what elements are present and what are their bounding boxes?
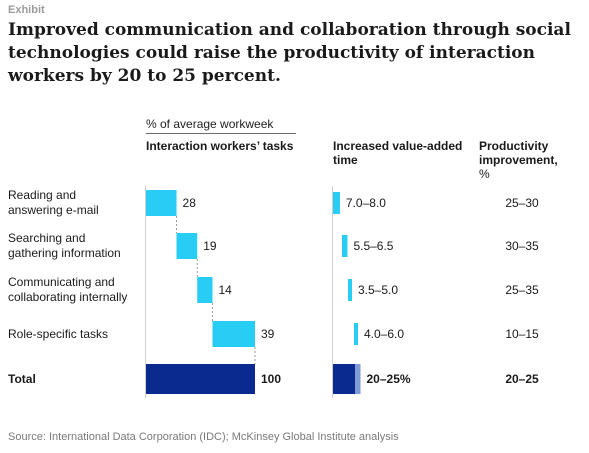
- subheader-rule: [146, 133, 296, 134]
- value-added-label: 7.0–8.0: [345, 196, 386, 210]
- value-added-label: 5.5–6.5: [353, 239, 394, 253]
- value-added-label: 4.0–6.0: [364, 327, 405, 341]
- exhibit-label: Exhibit: [8, 4, 45, 16]
- row-label: Searching and gathering information: [8, 231, 121, 261]
- column-header-tasks: Interaction workers’ tasks: [146, 139, 294, 153]
- row-label-line: answering e-mail: [8, 203, 99, 217]
- row-label-line: gathering information: [8, 246, 121, 260]
- value-added-bar: [348, 279, 352, 301]
- source-note: Source: International Data Corporation (…: [8, 431, 399, 443]
- value-added-bar: [333, 192, 340, 214]
- task-value-label: 14: [218, 283, 232, 297]
- tasks-axis-line: [145, 186, 146, 398]
- productivity-label: 20–25: [505, 372, 539, 386]
- value-added-bar: [354, 323, 358, 345]
- value-added-total-range: [355, 364, 361, 394]
- value-axis-line: [332, 186, 333, 398]
- row-label: Reading and answering e-mail: [8, 188, 99, 218]
- task-bar: [212, 321, 255, 347]
- chart-title: Improved communication and collaboration…: [8, 20, 571, 86]
- column-header-productivity-unit: %: [479, 167, 490, 181]
- task-value-label: 28: [182, 196, 196, 210]
- row-label-line: Communicating and: [8, 275, 115, 289]
- task-value-label: 100: [261, 372, 282, 386]
- value-added-total-bar: [333, 364, 355, 394]
- row-label: Total: [8, 372, 36, 387]
- row-label-line: Reading and: [8, 188, 77, 202]
- row-label-line: Searching and: [8, 231, 86, 245]
- total-bar: [146, 364, 255, 394]
- productivity-label: 30–35: [505, 239, 539, 253]
- productivity-label: 25–35: [505, 283, 539, 297]
- productivity-label: 25–30: [505, 196, 539, 210]
- row-label: Communicating and collaborating internall…: [8, 275, 127, 305]
- task-bar: [176, 233, 198, 259]
- task-value-label: 39: [261, 327, 275, 341]
- value-added-label: 3.5–5.0: [358, 283, 399, 297]
- subheader: % of average workweek: [146, 117, 274, 131]
- value-added-bar: [342, 235, 348, 257]
- row-label: Role-specific tasks: [8, 327, 108, 342]
- task-value-label: 19: [203, 239, 217, 253]
- task-bar: [197, 277, 213, 303]
- productivity-label: 10–15: [505, 327, 539, 341]
- value-added-label: 20–25%: [366, 372, 411, 386]
- row-label-line: Role-specific tasks: [8, 326, 109, 341]
- row-label-line: Total: [8, 371, 36, 386]
- column-header-value-added: Increased value-added time: [333, 139, 463, 167]
- column-header-productivity: Productivity improvement,: [479, 139, 558, 167]
- task-bar: [146, 190, 177, 216]
- row-label-line: collaborating internally: [8, 290, 128, 304]
